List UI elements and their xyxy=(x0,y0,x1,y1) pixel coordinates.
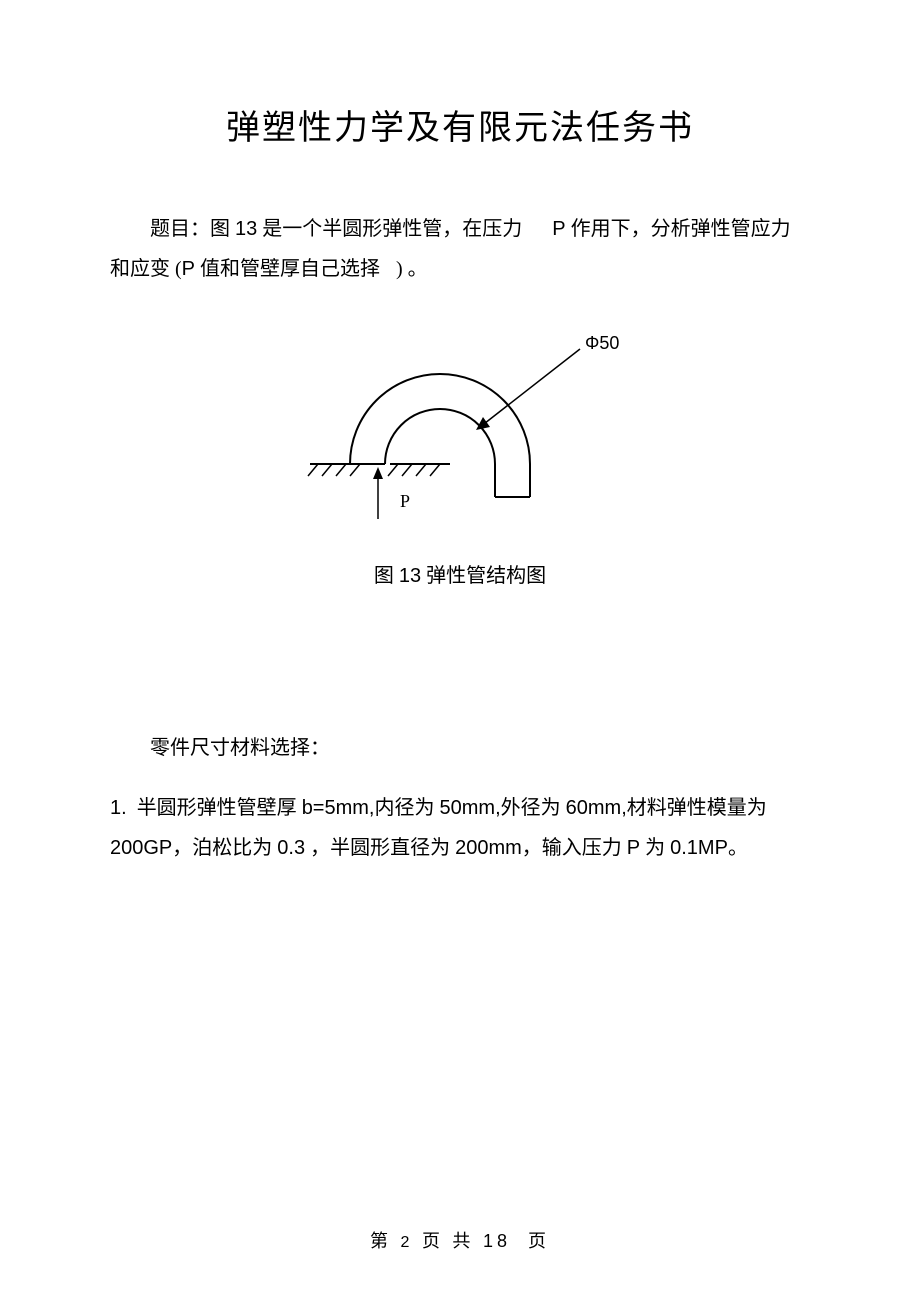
item-1-b: 内径为 xyxy=(375,797,440,819)
caption-prefix: 图 xyxy=(374,565,399,587)
hatch-l2 xyxy=(322,464,332,476)
problem-p-symbol2: P xyxy=(182,258,195,280)
caption-text: 弹性管结构图 xyxy=(421,565,546,587)
phi-label: Φ50 xyxy=(585,333,619,353)
item-1-dia: 200mm xyxy=(455,837,522,859)
problem-end: ) 。 xyxy=(396,258,428,280)
item-1-od: 60mm, xyxy=(566,797,627,819)
inner-arc xyxy=(385,409,495,464)
footer-total: 18 xyxy=(483,1231,511,1251)
problem-statement: 题目：图 13 是一个半圆形弹性管，在压力P 作用下，分析弹性管应力和应变 (P… xyxy=(110,209,810,289)
section-heading: 零件尺寸材料选择： xyxy=(110,728,810,768)
problem-prefix: 题目：图 xyxy=(150,218,235,240)
hatch-l4 xyxy=(350,464,360,476)
hatch-r1 xyxy=(388,464,398,476)
page-footer: 第 2 页 共 18 页 xyxy=(0,1227,920,1253)
hatch-l3 xyxy=(336,464,346,476)
elastic-tube-diagram: P Φ50 xyxy=(250,319,670,549)
hatch-r4 xyxy=(430,464,440,476)
item-1-th: 为 xyxy=(640,837,670,859)
p-label: P xyxy=(400,491,410,511)
item-1-tf: ，半圆形直径为 xyxy=(305,837,455,859)
item-1-ti: 。 xyxy=(728,837,748,859)
item-1-id: 50mm, xyxy=(440,797,501,819)
item-1-num: 1. xyxy=(110,797,127,819)
item-1-a: 半圆形弹性管壁厚 xyxy=(137,797,302,819)
item-1-p-val: 0.1MP xyxy=(670,837,728,859)
item-1-p-sym: P xyxy=(627,837,640,859)
item-1-tg: ，输入压力 xyxy=(522,837,627,859)
item-1-te: ，泊松比为 xyxy=(172,837,277,859)
item-1-d: 材料弹性模量为 xyxy=(627,797,767,819)
problem-p-symbol: P xyxy=(552,218,565,240)
hatch-r2 xyxy=(402,464,412,476)
item-1-c: 外径为 xyxy=(501,797,566,819)
footer-pre: 第 xyxy=(370,1231,392,1251)
problem-mid1: 是一个半圆形弹性管，在压力 xyxy=(257,218,522,240)
item-1-b-eq: b=5mm, xyxy=(302,797,375,819)
item-1-nu: 0.3 xyxy=(277,837,305,859)
figure-caption: 图 13 弹性管结构图 xyxy=(110,559,810,588)
phi-leader xyxy=(480,349,580,427)
hatch-l1 xyxy=(308,464,318,476)
footer-page: 2 xyxy=(401,1234,414,1251)
item-1-e: 200GP xyxy=(110,837,172,859)
page-title: 弹塑性力学及有限元法任务书 xyxy=(110,100,810,149)
problem-fig-num: 13 xyxy=(235,218,257,240)
diagram-container: P Φ50 xyxy=(110,319,810,549)
footer-post: 页 xyxy=(528,1231,550,1251)
footer-mid: 页 共 xyxy=(422,1231,475,1251)
caption-fig-num: 13 xyxy=(399,565,421,587)
outer-arc xyxy=(350,374,530,464)
problem-mid3: 值和管壁厚自己选择 xyxy=(195,258,380,280)
p-arrow-head xyxy=(373,467,383,479)
item-1: 1. 半圆形弹性管壁厚 b=5mm,内径为 50mm,外径为 60mm,材料弹性… xyxy=(110,788,810,868)
hatch-r3 xyxy=(416,464,426,476)
